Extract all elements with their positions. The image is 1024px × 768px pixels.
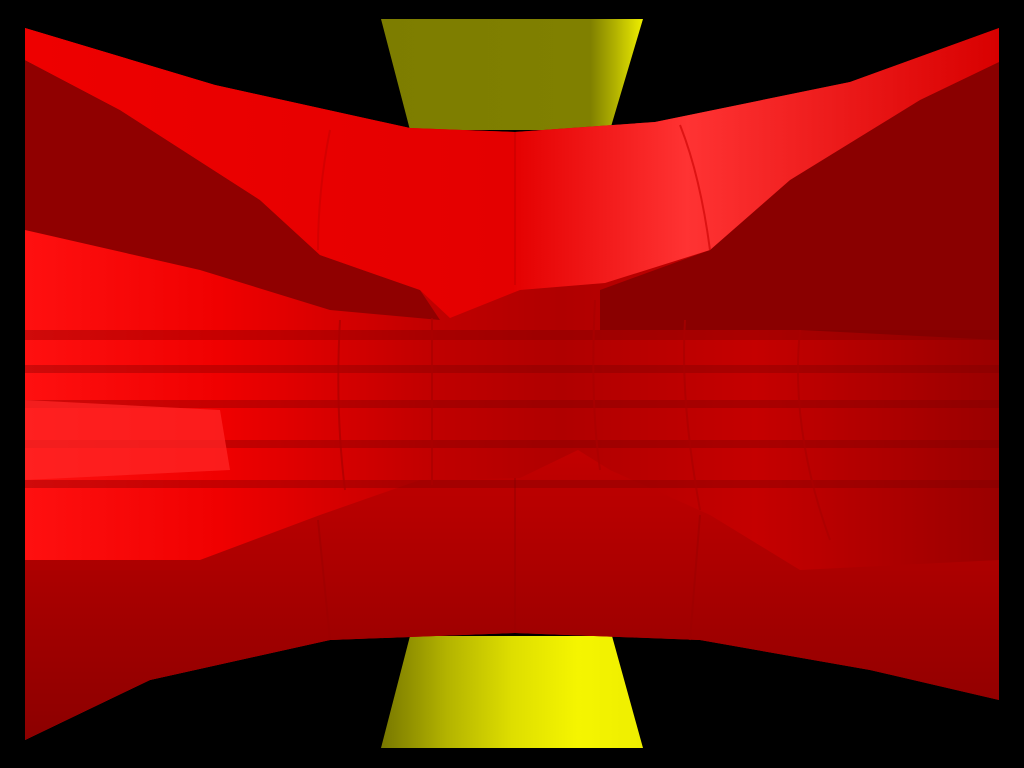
red-surface — [25, 28, 999, 740]
red-center-seams — [337, 299, 831, 541]
yellow-column — [381, 19, 643, 748]
red-strata — [25, 330, 999, 488]
yellow-column-bottom — [381, 636, 643, 748]
red-lower-band — [25, 450, 999, 740]
red-left-shadow — [25, 60, 440, 320]
red-lower-facets — [317, 478, 701, 641]
red-left-highlight — [25, 400, 230, 480]
yellow-column-top — [381, 19, 643, 130]
red-upper-band — [25, 28, 999, 318]
red-upper-facets — [317, 124, 711, 285]
red-right-shadow — [600, 62, 999, 340]
